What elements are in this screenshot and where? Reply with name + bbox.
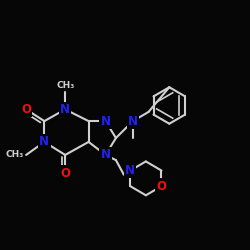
Text: N: N — [128, 114, 138, 128]
Text: CH₃: CH₃ — [56, 81, 74, 90]
Text: N: N — [100, 114, 110, 128]
Text: N: N — [100, 148, 110, 162]
Text: N: N — [39, 136, 49, 148]
Text: N: N — [60, 103, 70, 116]
Text: O: O — [156, 180, 166, 193]
Text: O: O — [60, 167, 70, 180]
Text: O: O — [21, 103, 31, 116]
Text: CH₃: CH₃ — [5, 150, 24, 160]
Text: N: N — [125, 164, 135, 177]
